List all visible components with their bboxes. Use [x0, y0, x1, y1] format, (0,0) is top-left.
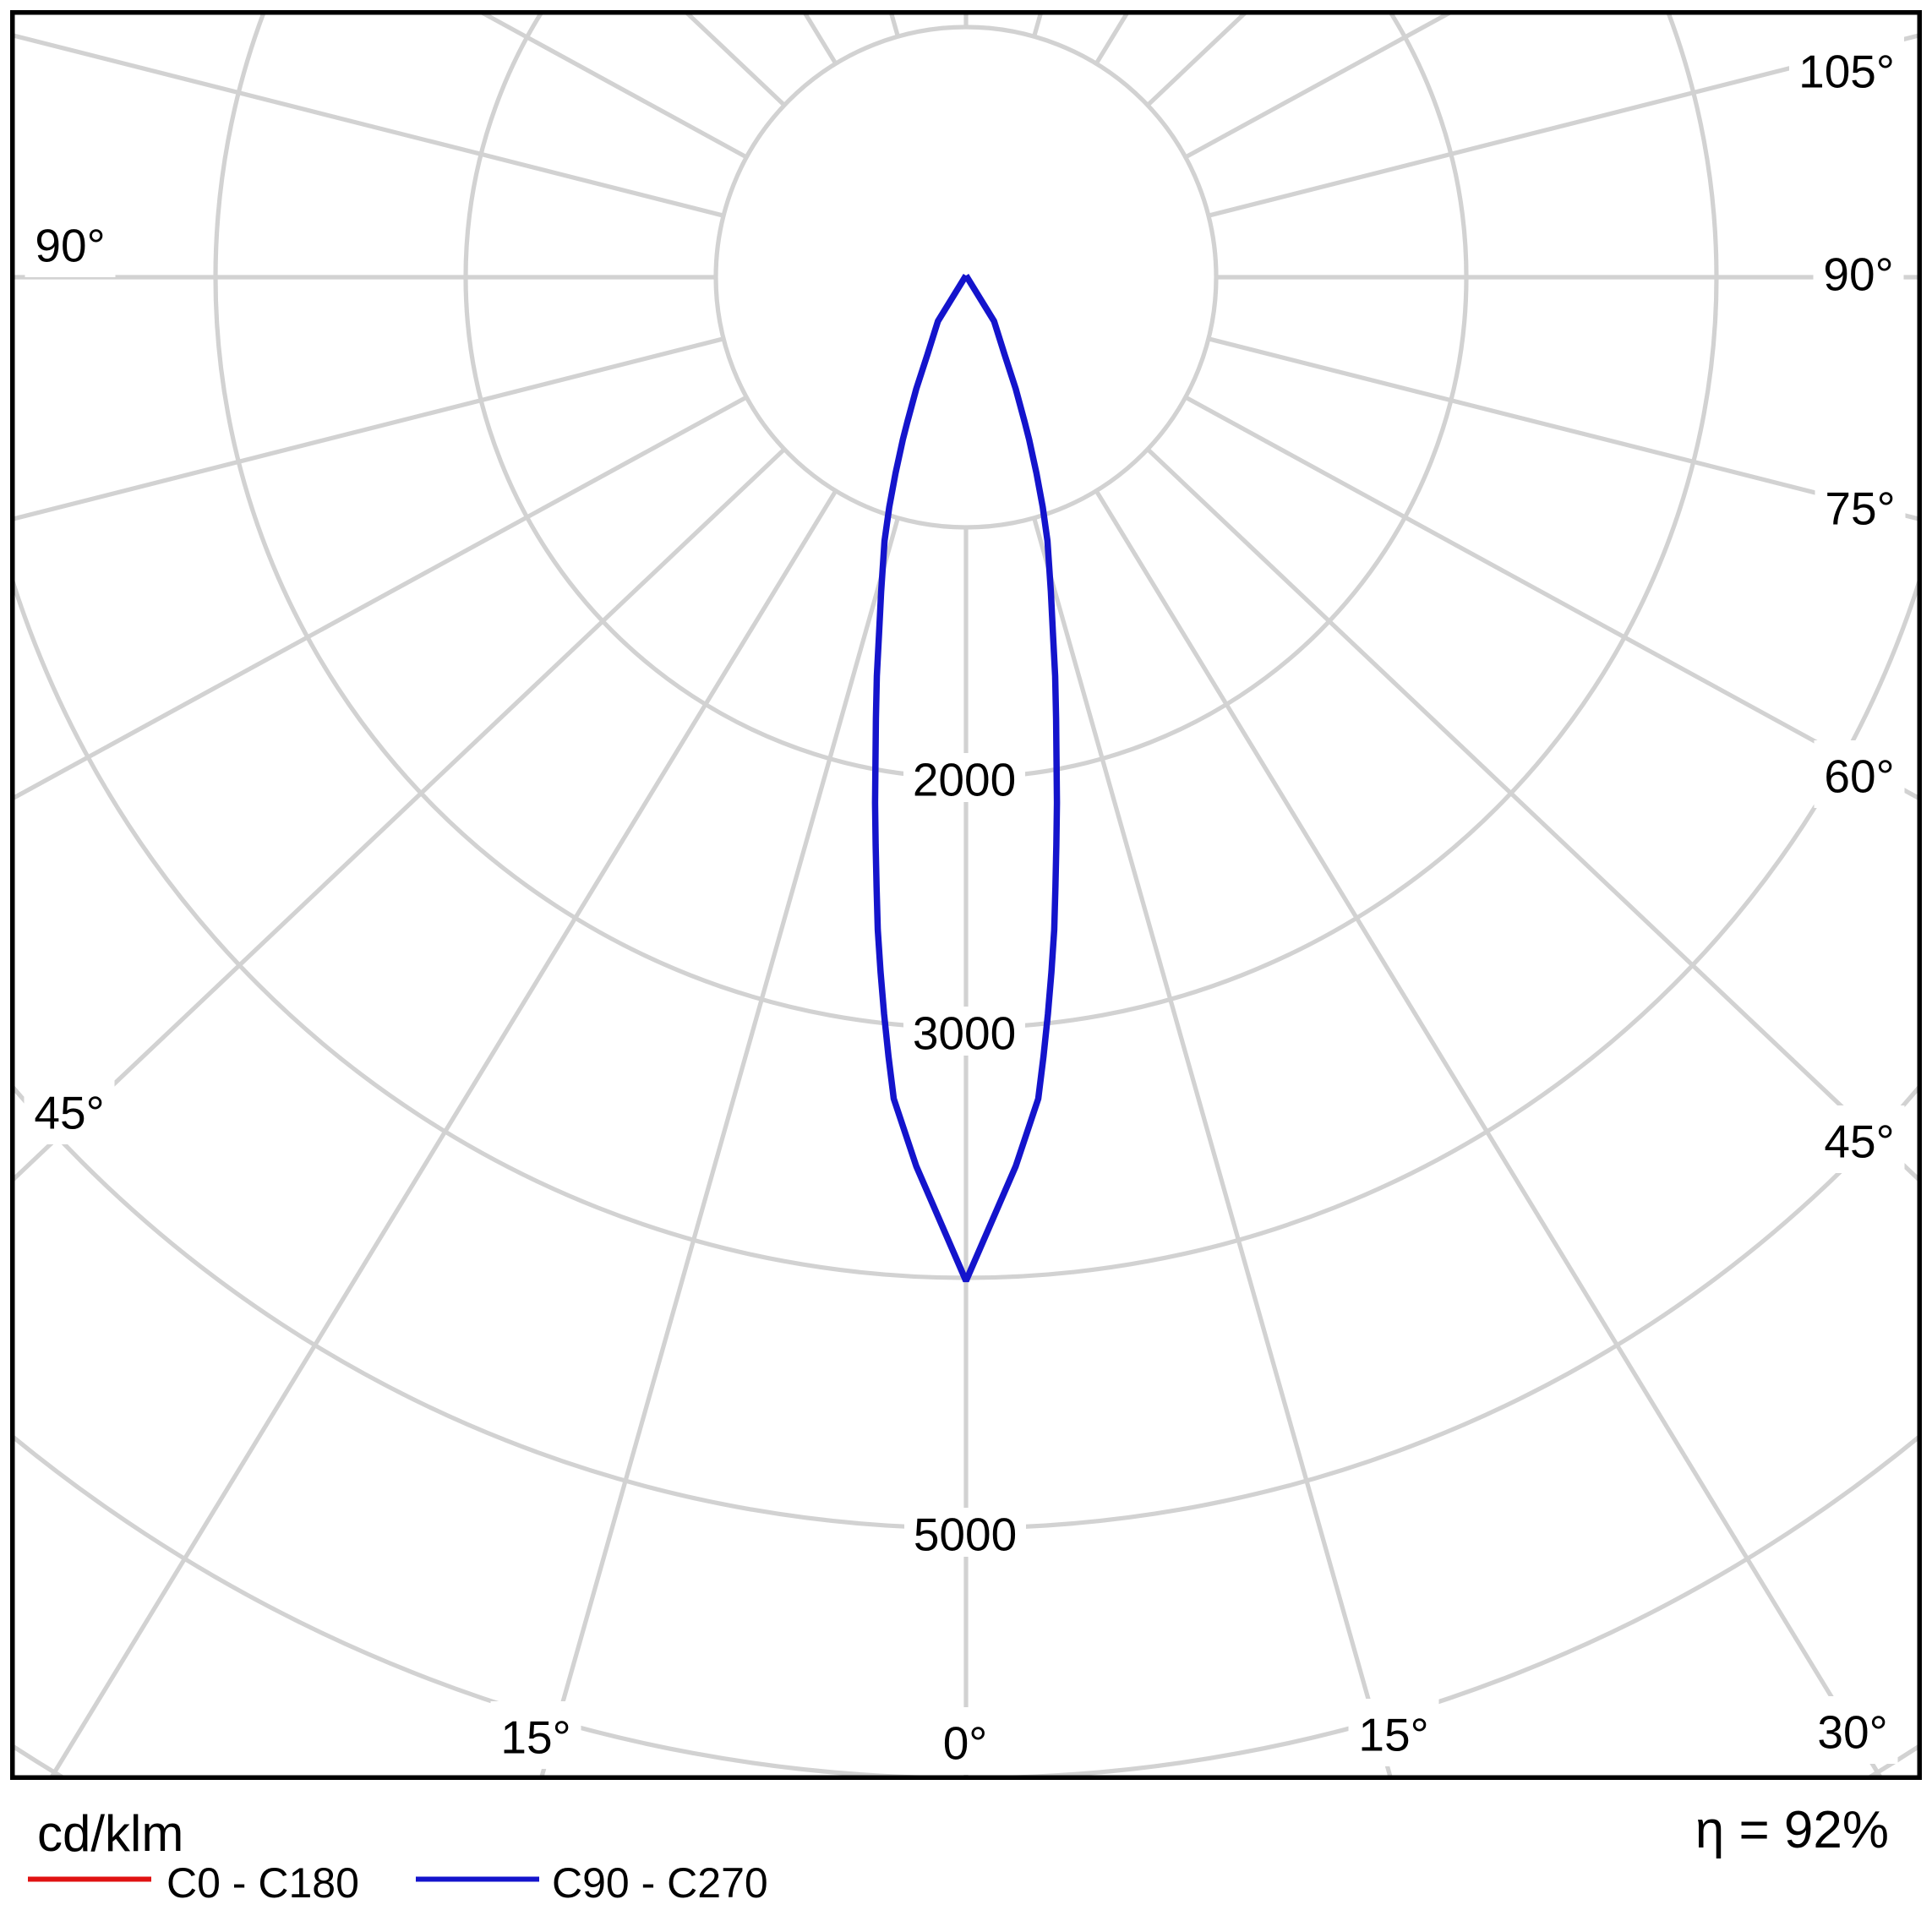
svg-text:15°: 15° [500, 1711, 570, 1764]
svg-text:60°: 60° [1824, 750, 1894, 803]
svg-text:75°: 75° [1825, 483, 1895, 535]
svg-text:C0 - C180: C0 - C180 [166, 1859, 359, 1907]
svg-text:90°: 90° [35, 220, 105, 272]
svg-text:C90 - C270: C90 - C270 [552, 1859, 768, 1907]
svg-text:0°: 0° [943, 1717, 988, 1770]
svg-text:5000: 5000 [914, 1509, 1017, 1561]
svg-text:90°: 90° [1823, 248, 1893, 301]
svg-text:105°: 105° [1798, 46, 1895, 98]
svg-text:η = 92%: η = 92% [1695, 1801, 1889, 1859]
svg-text:3000: 3000 [913, 1007, 1016, 1060]
svg-text:45°: 45° [1824, 1116, 1894, 1168]
svg-text:2000: 2000 [913, 754, 1016, 806]
svg-text:cd/klm: cd/klm [37, 1805, 183, 1862]
svg-text:45°: 45° [34, 1087, 104, 1139]
svg-text:15°: 15° [1358, 1709, 1428, 1761]
svg-text:30°: 30° [1817, 1706, 1887, 1759]
